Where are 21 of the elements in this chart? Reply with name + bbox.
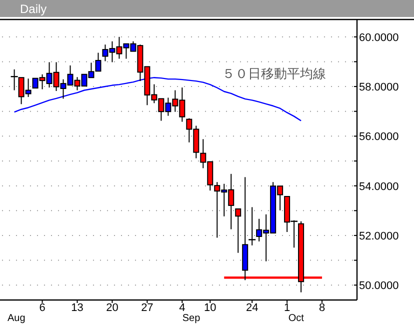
x-tick-label: 13 [71, 302, 84, 314]
y-tick-label: 52.0000 [359, 230, 399, 242]
x-tick-label: 24 [246, 302, 258, 314]
chart-title: Daily [20, 2, 47, 16]
y-tick-label: 56.0000 [359, 131, 399, 144]
candlestick [235, 208, 242, 254]
text: Oct [288, 313, 304, 324]
x-tick-label: 8 [318, 302, 326, 314]
y-tick-label: 60.0000 [359, 32, 399, 44]
x-tick-label: 10 [204, 302, 216, 314]
y-tick-label: 50.0000 [359, 280, 399, 292]
y-tick-label: 58.0000 [359, 82, 399, 94]
x-tick-label: 20 [106, 302, 118, 314]
series-label: ５０日移動平均線 [222, 67, 326, 82]
x-tick-label: 27 [141, 302, 154, 314]
x-tick-label: 1 [284, 302, 290, 314]
text: Aug [8, 313, 26, 324]
x-tick-label: 4 [179, 302, 186, 314]
text: Sep [182, 313, 201, 324]
x-tick-label: 6 [39, 302, 46, 314]
y-tick-label: 54.0000 [359, 180, 399, 193]
